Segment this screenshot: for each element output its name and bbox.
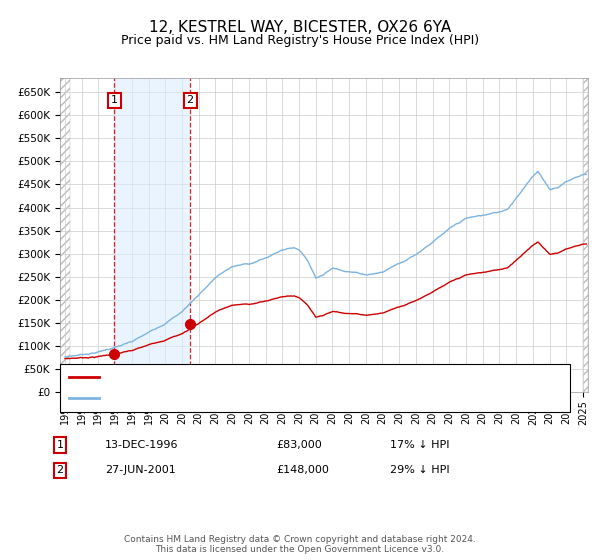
Bar: [583, 78, 588, 392]
Text: 13-DEC-1996: 13-DEC-1996: [105, 440, 179, 450]
Text: HPI: Average price, detached house, Cherwell: HPI: Average price, detached house, Cher…: [105, 393, 360, 403]
Text: £83,000: £83,000: [276, 440, 322, 450]
Bar: [115, 78, 190, 392]
Text: 17% ↓ HPI: 17% ↓ HPI: [390, 440, 449, 450]
Text: 2: 2: [187, 95, 194, 105]
Text: 2: 2: [56, 465, 64, 475]
Bar: [60, 78, 70, 392]
Text: 12, KESTREL WAY, BICESTER, OX26 6YA: 12, KESTREL WAY, BICESTER, OX26 6YA: [149, 20, 451, 35]
Text: 27-JUN-2001: 27-JUN-2001: [105, 465, 176, 475]
Text: Contains HM Land Registry data © Crown copyright and database right 2024.
This d: Contains HM Land Registry data © Crown c…: [124, 535, 476, 554]
Text: 29% ↓ HPI: 29% ↓ HPI: [390, 465, 449, 475]
Text: 12, KESTREL WAY, BICESTER, OX26 6YA (detached house): 12, KESTREL WAY, BICESTER, OX26 6YA (det…: [105, 372, 427, 382]
Text: Price paid vs. HM Land Registry's House Price Index (HPI): Price paid vs. HM Land Registry's House …: [121, 34, 479, 46]
Text: £148,000: £148,000: [276, 465, 329, 475]
Text: 1: 1: [111, 95, 118, 105]
Text: 1: 1: [56, 440, 64, 450]
